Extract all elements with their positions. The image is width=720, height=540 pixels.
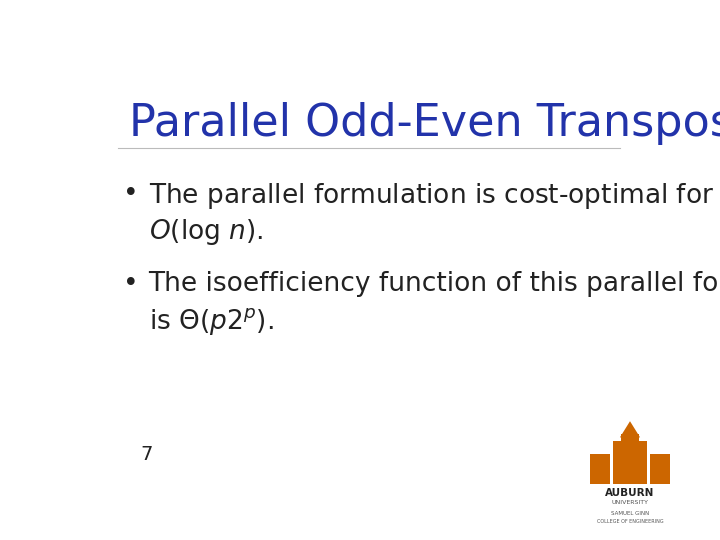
Text: The isoefficiency function of this parallel formulation: The isoefficiency function of this paral… — [148, 271, 720, 296]
Text: SAMUEL GINN: SAMUEL GINN — [611, 511, 649, 516]
Text: COLLEGE OF ENGINEERING: COLLEGE OF ENGINEERING — [597, 519, 663, 524]
Text: Parallel Odd-Even Transposition: Parallel Odd-Even Transposition — [129, 102, 720, 145]
Text: $O$(log $n$).: $O$(log $n$). — [148, 217, 263, 247]
Bar — [621, 434, 639, 441]
Text: •: • — [124, 181, 139, 207]
Text: 7: 7 — [140, 445, 153, 464]
Polygon shape — [620, 421, 640, 437]
Text: is $\Theta$($p$2$^p$).: is $\Theta$($p$2$^p$). — [148, 306, 274, 337]
Bar — [590, 454, 610, 484]
Text: AUBURN: AUBURN — [606, 488, 654, 498]
Text: UNIVERSITY: UNIVERSITY — [611, 500, 649, 505]
Text: The parallel formulation is cost-optimal for $p$ =: The parallel formulation is cost-optimal… — [148, 181, 720, 211]
Bar — [613, 441, 647, 484]
Bar — [650, 454, 670, 484]
Text: •: • — [124, 271, 139, 296]
